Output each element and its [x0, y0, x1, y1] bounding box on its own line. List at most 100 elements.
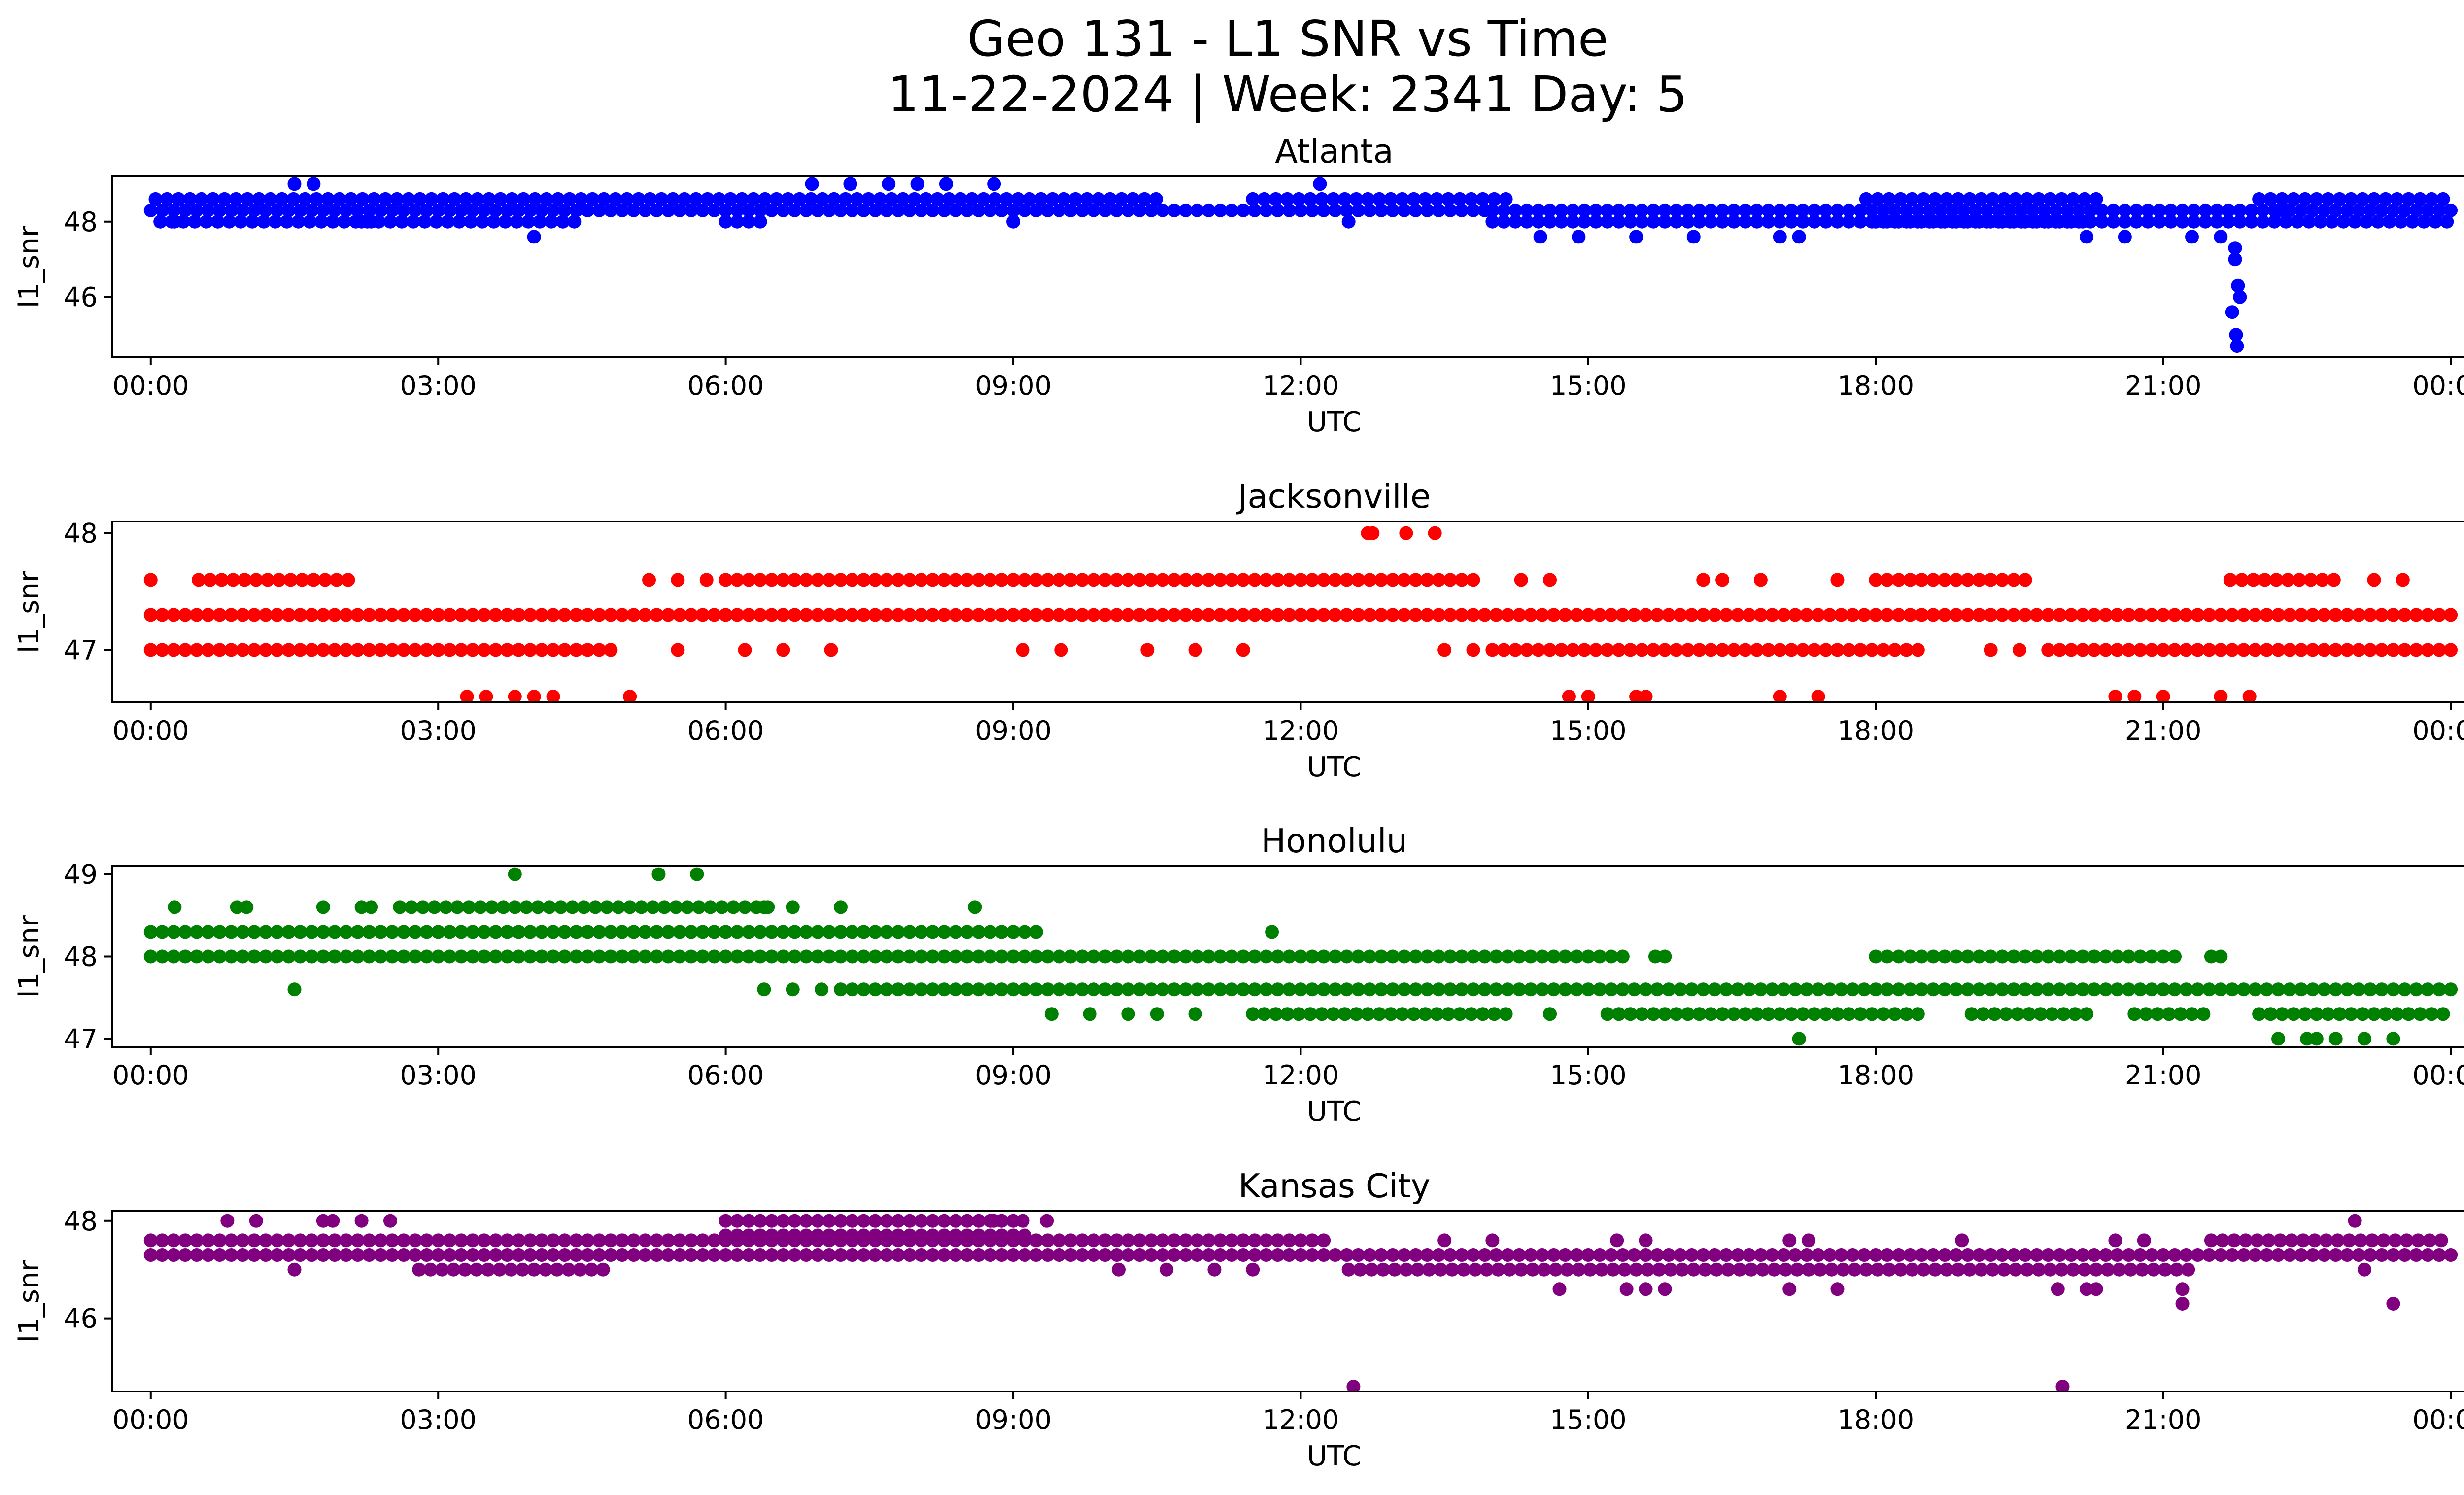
- data-point: [212, 949, 227, 964]
- data-point: [1126, 192, 1140, 206]
- x-tick-label: 15:00: [1550, 370, 1627, 401]
- data-point: [1501, 608, 1515, 622]
- data-point: [2064, 982, 2078, 997]
- data-point: [1995, 214, 2009, 229]
- data-point: [2007, 573, 2021, 587]
- data-point: [1087, 608, 1101, 622]
- data-point: [314, 214, 328, 229]
- data-point: [2259, 982, 2274, 997]
- data-point: [1328, 573, 1342, 587]
- data-point: [2386, 608, 2400, 622]
- data-point: [2325, 214, 2339, 229]
- data-point: [1236, 643, 1250, 657]
- data-point: [1807, 1007, 1821, 1021]
- data-point: [328, 949, 342, 964]
- data-point: [1156, 203, 1170, 217]
- data-point: [1374, 573, 1388, 587]
- data-point: [856, 1248, 871, 1262]
- data-point: [419, 608, 434, 622]
- data-point: [1784, 643, 1799, 657]
- data-point: [1328, 982, 1342, 997]
- data-point: [1546, 1248, 1561, 1262]
- data-point: [1432, 982, 1446, 997]
- data-point: [902, 1248, 917, 1262]
- data-point: [787, 1228, 802, 1243]
- data-point: [413, 192, 427, 206]
- data-point: [2139, 1007, 2153, 1021]
- data-point: [2064, 214, 2078, 229]
- data-point: [546, 608, 560, 622]
- data-point: [408, 643, 422, 657]
- data-point: [592, 949, 606, 964]
- data-point: [236, 203, 250, 217]
- data-point: [2421, 643, 2435, 657]
- data-point: [2089, 192, 2103, 206]
- data-point: [891, 573, 905, 587]
- data-point: [833, 1248, 848, 1262]
- data-point: [1432, 1248, 1446, 1262]
- data-point: [2145, 982, 2159, 997]
- data-point: [1842, 214, 1856, 229]
- data-point: [2317, 608, 2331, 622]
- data-point: [2263, 192, 2278, 206]
- data-point: [2043, 192, 2057, 206]
- data-point: [458, 1262, 472, 1277]
- data-point: [1554, 203, 1569, 217]
- data-point: [1681, 1007, 1695, 1021]
- data-point: [1664, 1262, 1678, 1277]
- data-point: [994, 949, 1009, 964]
- data-point: [2156, 608, 2170, 622]
- data-point: [1341, 214, 1356, 229]
- data-point: [1491, 1262, 1506, 1277]
- data-point: [477, 608, 491, 622]
- data-point: [2309, 192, 2324, 206]
- data-point: [1765, 608, 1780, 622]
- data-point: [1365, 1262, 1379, 1277]
- data-point: [259, 949, 273, 964]
- data-point: [2087, 1248, 2101, 1262]
- data-point: [222, 214, 237, 229]
- data-point: [2386, 1296, 2400, 1311]
- data-point: [1800, 982, 1814, 997]
- data-point: [212, 1233, 227, 1248]
- data-point: [1213, 1248, 1228, 1262]
- data-point: [885, 192, 899, 206]
- data-point: [787, 949, 802, 964]
- data-point: [1363, 608, 1377, 622]
- data-point: [2018, 608, 2032, 622]
- data-point: [2064, 643, 2078, 657]
- data-point: [2060, 203, 2075, 217]
- data-point: [925, 925, 940, 939]
- data-point: [1018, 1228, 1032, 1243]
- data-point: [408, 925, 422, 939]
- data-point: [1489, 982, 1504, 997]
- data-point: [2055, 1380, 2070, 1391]
- data-point: [2168, 1248, 2182, 1262]
- x-tick-label: 03:00: [400, 1060, 477, 1091]
- data-point: [1132, 203, 1147, 217]
- data-point: [143, 203, 158, 217]
- data-point: [2076, 982, 2090, 997]
- data-point: [1121, 203, 1135, 217]
- data-point: [1305, 573, 1319, 587]
- data-point: [2053, 982, 2067, 997]
- data-point: [1788, 1248, 1802, 1262]
- data-point: [596, 1262, 610, 1277]
- data-point: [689, 192, 703, 206]
- data-point: [1731, 982, 1745, 997]
- data-point: [431, 949, 445, 964]
- data-point: [1167, 573, 1181, 587]
- data-point: [1441, 192, 1455, 206]
- data-point: [293, 1233, 308, 1248]
- data-point: [1765, 982, 1780, 997]
- data-point: [1121, 573, 1135, 587]
- data-point: [1190, 203, 1204, 217]
- data-point: [1784, 214, 1799, 229]
- data-point: [1715, 203, 1730, 217]
- data-point: [2390, 192, 2404, 206]
- data-point: [1041, 1233, 1055, 1248]
- data-point: [475, 214, 489, 229]
- data-point: [546, 643, 560, 657]
- data-point: [408, 949, 422, 964]
- data-point: [1041, 1248, 1055, 1262]
